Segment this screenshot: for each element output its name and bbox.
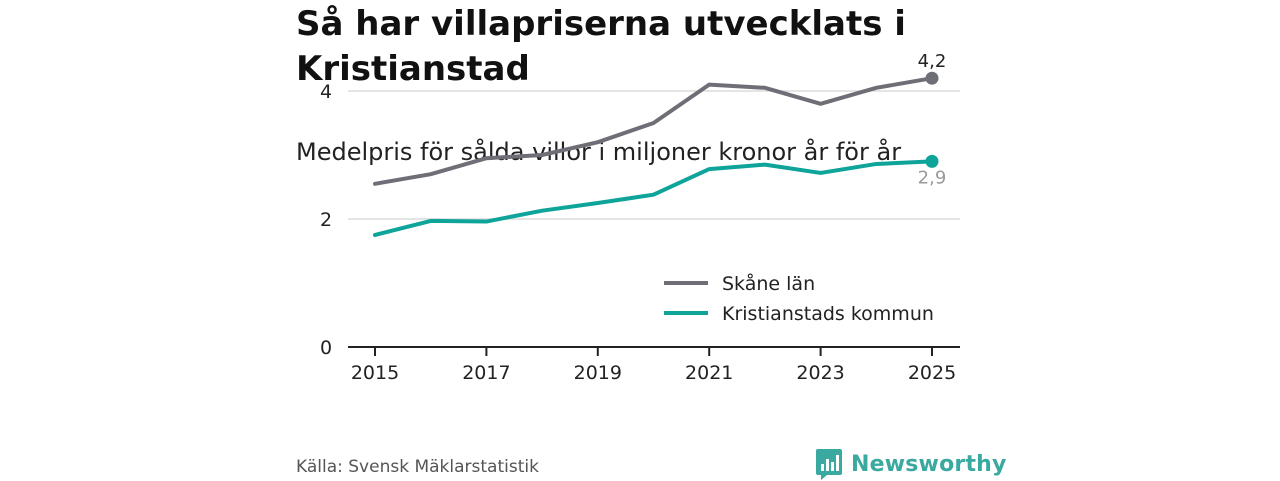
bar-chart-icon	[816, 449, 842, 480]
legend-label-skane: Skåne län	[722, 272, 815, 295]
line-chart: 0 2 4 2015 2017 2019 2021 2023 2025 4,2 2,9 Skåne l…	[320, 51, 960, 384]
y-tick-label: 4	[320, 81, 332, 103]
x-tick-label: 2019	[574, 362, 622, 384]
end-marker-skane	[925, 71, 939, 85]
x-tick-label: 2015	[351, 362, 399, 384]
legend-label-kristianstad: Kristianstads kommun	[722, 303, 934, 325]
end-label-kristianstad: 2,9	[918, 167, 947, 188]
x-tick-label: 2021	[685, 362, 733, 384]
brand-name: Newsworthy	[851, 451, 1007, 477]
source-note: Källa: Svensk Mäklarstatistik	[296, 457, 539, 477]
x-tick-label: 2025	[908, 362, 956, 384]
y-tick-label: 0	[320, 337, 332, 359]
end-label-skane: 4,2	[918, 51, 947, 72]
brand-logo[interactable]: Newsworthy	[815, 447, 1007, 481]
end-marker-kristianstad	[925, 154, 939, 168]
series-line-skane	[373, 76, 934, 186]
x-tick-label: 2017	[462, 362, 510, 384]
y-tick-label: 2	[320, 209, 332, 231]
chart-title: Så har villapriserna utvecklats i Kristi…	[296, 4, 906, 89]
x-tick-label: 2023	[796, 362, 844, 384]
series-line-kristianstad	[373, 159, 934, 237]
